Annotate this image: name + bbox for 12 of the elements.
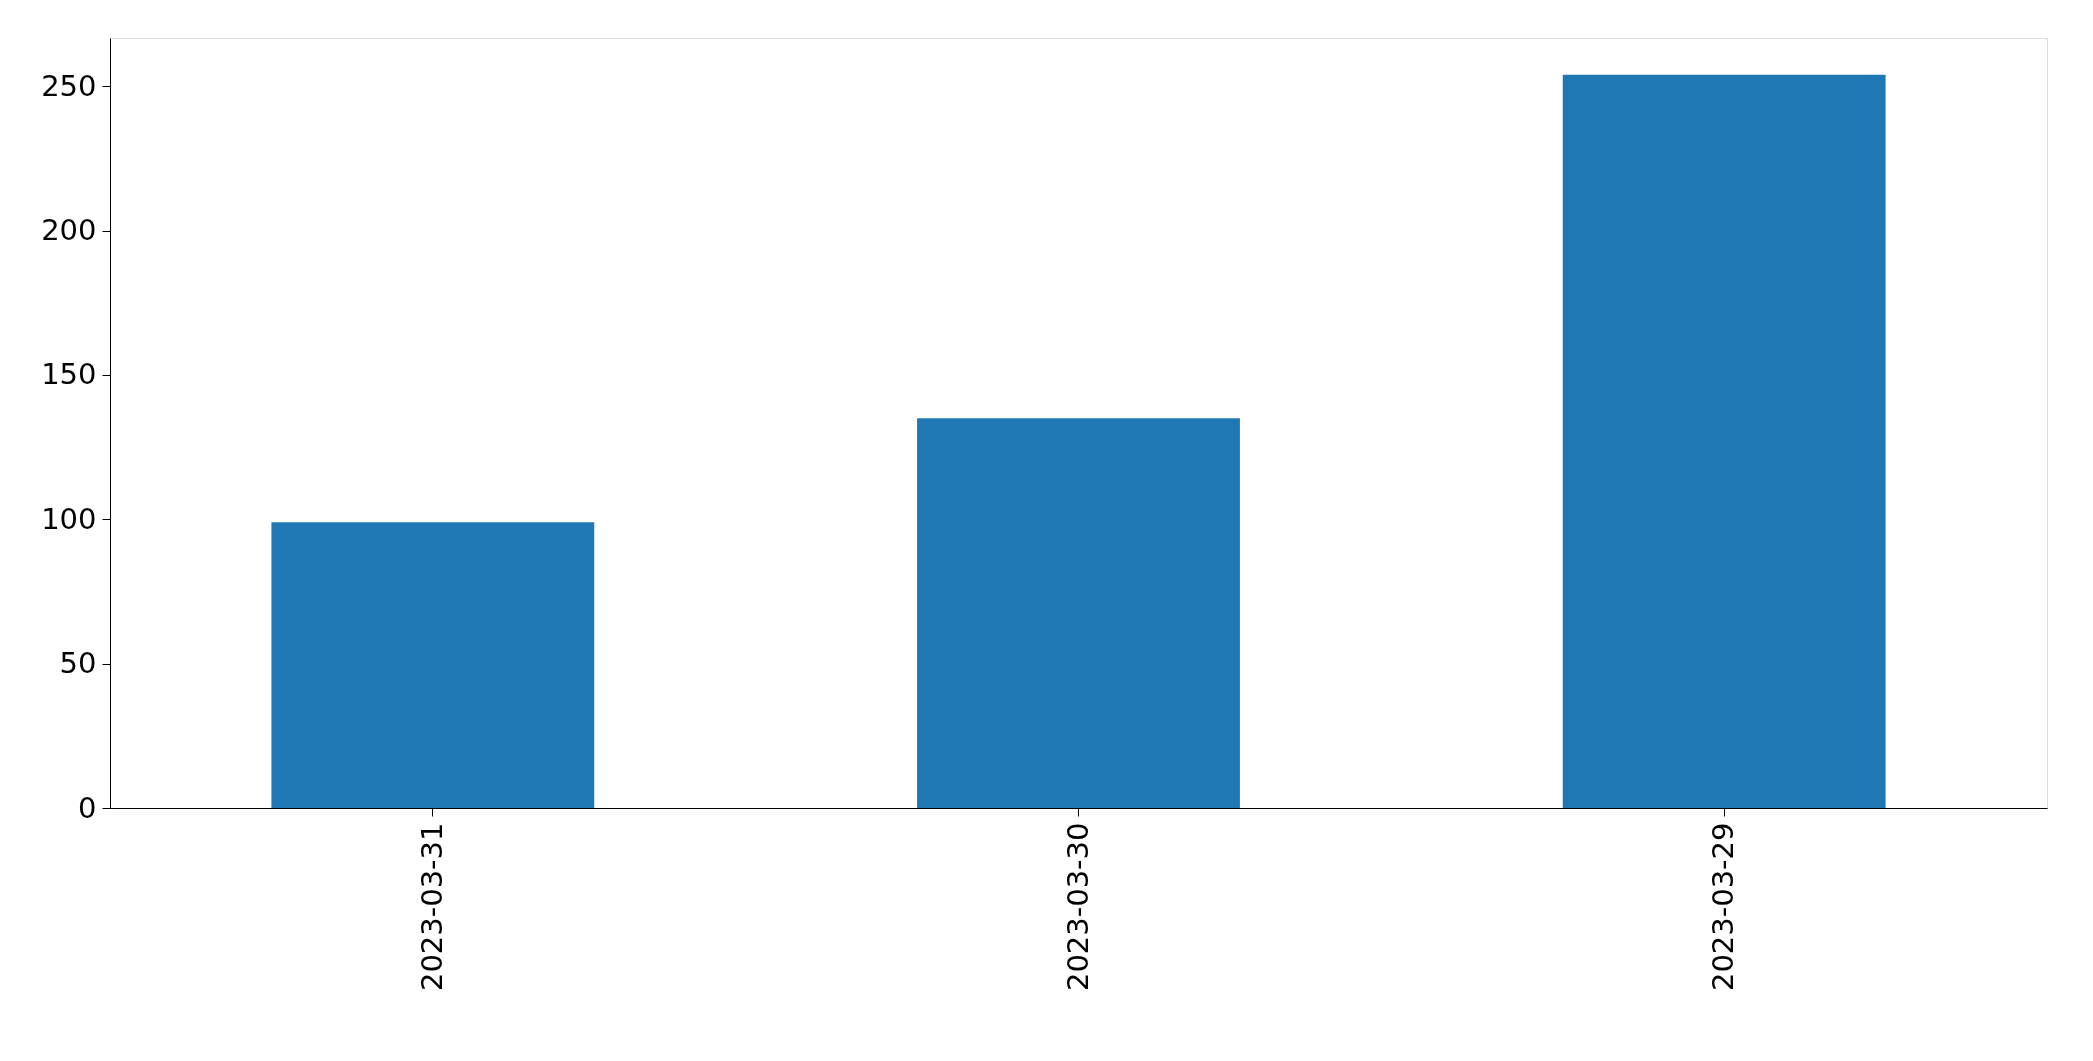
x-tick-label: 2023-03-31	[414, 822, 449, 992]
y-tick-label: 150	[41, 357, 97, 392]
x-tick-label: 2023-03-29	[1706, 822, 1741, 992]
y-tick-label: 50	[59, 646, 97, 681]
y-tick-label: 250	[41, 68, 97, 103]
bar	[271, 522, 595, 808]
bar	[917, 418, 1240, 808]
x-tick-label: 2023-03-30	[1060, 822, 1095, 992]
y-tick-label: 0	[78, 790, 97, 825]
y-tick-label: 200	[41, 213, 97, 248]
bar	[1562, 74, 1886, 808]
y-tick-label: 100	[41, 501, 97, 536]
